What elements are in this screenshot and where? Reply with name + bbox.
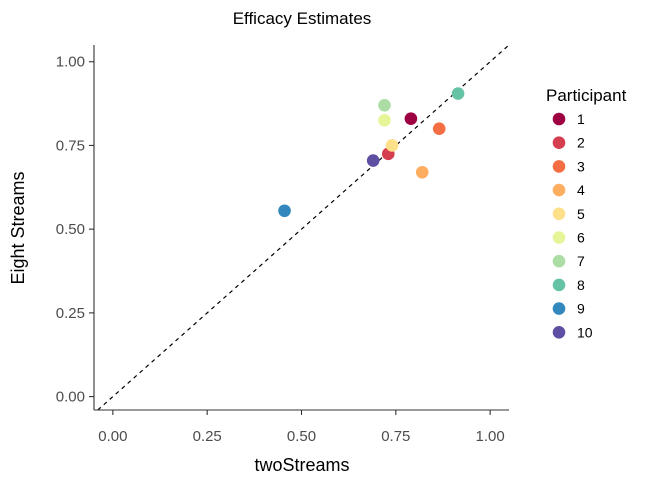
y-axis-title: Eight Streams — [8, 171, 28, 284]
x-tick-label: 0.25 — [193, 428, 222, 445]
data-point-participant-6 — [378, 114, 391, 127]
legend-items: 1 2 3 4 5 6 7 8 9 10 — [552, 111, 593, 340]
data-point-participant-7 — [378, 98, 391, 112]
data-point-participant-1 — [404, 112, 418, 125]
legend-key-8 — [552, 278, 566, 292]
legend-label-3: 3 — [577, 158, 585, 174]
legend-key-10 — [552, 326, 566, 339]
legend-key-7 — [552, 254, 566, 268]
data-points — [278, 87, 465, 218]
data-point-participant-9 — [278, 204, 291, 218]
y-axis-ticks: 0.00 0.25 0.50 0.75 1.00 — [56, 54, 94, 406]
y-tick-label: 1.00 — [56, 54, 85, 71]
legend-key-3 — [552, 160, 566, 173]
x-tick-label: 0.50 — [287, 428, 316, 445]
legend-label-9: 9 — [577, 301, 585, 317]
legend-label-4: 4 — [577, 182, 585, 198]
legend-label-8: 8 — [577, 277, 585, 293]
data-point-participant-4 — [415, 165, 429, 179]
legend-key-2 — [552, 136, 566, 149]
legend-title: Participant — [546, 86, 627, 105]
x-tick-label: 0.00 — [98, 428, 127, 445]
legend-key-9 — [552, 302, 566, 315]
data-point-participant-8 — [451, 87, 465, 100]
x-axis-title: twoStreams — [254, 455, 349, 475]
x-axis-ticks: 0.00 0.25 0.50 0.75 1.00 — [98, 410, 505, 445]
legend-label-2: 2 — [577, 135, 585, 151]
legend: Participant 1 2 3 4 5 6 7 8 9 10 — [546, 86, 627, 340]
x-tick-label: 1.00 — [476, 428, 505, 445]
y-tick-label: 0.25 — [56, 305, 85, 322]
y-tick-label: 0.00 — [56, 389, 85, 406]
legend-label-5: 5 — [577, 206, 585, 222]
reference-line — [97, 44, 510, 411]
legend-key-6 — [552, 231, 566, 244]
legend-key-4 — [552, 183, 566, 197]
legend-label-7: 7 — [577, 253, 585, 269]
legend-label-6: 6 — [577, 230, 585, 246]
x-tick-label: 0.75 — [381, 428, 410, 445]
legend-key-1 — [552, 112, 566, 126]
y-tick-label: 0.50 — [56, 221, 85, 238]
data-point-participant-3 — [432, 122, 446, 136]
data-point-participant-10 — [366, 154, 380, 167]
chart-title: Efficacy Estimates — [233, 9, 372, 28]
legend-key-5 — [552, 207, 566, 221]
y-tick-label: 0.75 — [56, 137, 85, 154]
legend-label-1: 1 — [577, 111, 585, 127]
legend-label-10: 10 — [577, 324, 593, 340]
data-point-participant-5 — [385, 139, 399, 152]
